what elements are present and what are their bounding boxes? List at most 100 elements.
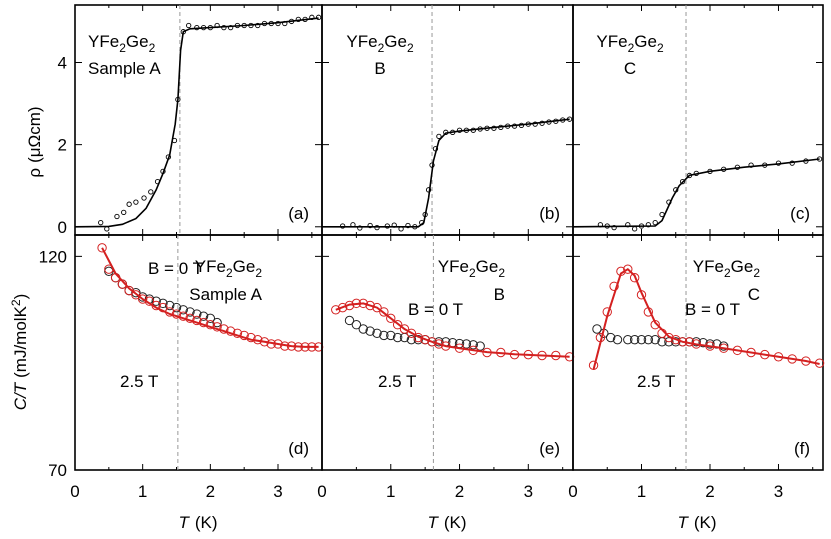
data-point-2p5T xyxy=(636,334,647,345)
panel-frame xyxy=(572,234,824,471)
panel-letter: (e) xyxy=(539,439,560,458)
xlabel-col1: T (K) xyxy=(178,513,217,532)
data-point xyxy=(686,172,693,179)
data-point-0T xyxy=(386,313,396,324)
data-point-0T xyxy=(609,281,619,291)
top-ylabel: ρ (μΩcm) xyxy=(25,106,44,177)
data-point xyxy=(432,146,439,152)
data-point xyxy=(566,116,573,122)
compound-subscript: 2 xyxy=(226,266,233,280)
sample-label: B xyxy=(374,59,385,78)
data-point xyxy=(350,222,356,228)
data-point xyxy=(398,226,404,232)
data-point-2p5T xyxy=(612,334,623,345)
data-point xyxy=(200,24,207,31)
data-point xyxy=(816,156,823,162)
data-point xyxy=(491,125,497,131)
data-point xyxy=(227,24,234,31)
data-point-2p5T xyxy=(605,332,616,343)
data-point xyxy=(645,222,651,228)
data-point-0T xyxy=(434,339,444,349)
data-point xyxy=(775,160,782,166)
data-point xyxy=(282,20,288,27)
compound-subscript: 2 xyxy=(724,266,731,280)
data-point-2p5T xyxy=(413,334,423,345)
data-point xyxy=(148,189,154,195)
data-point xyxy=(611,224,617,231)
data-point xyxy=(443,129,449,135)
field-label-0T: B = 0 T xyxy=(408,300,463,319)
compound-element: YFe xyxy=(88,32,119,51)
data-point-2p5T xyxy=(372,328,382,338)
data-point-2p5T xyxy=(461,339,472,349)
data-point xyxy=(180,29,186,35)
compound-subscript: 2 xyxy=(255,266,262,280)
compound-subscript: 2 xyxy=(378,41,385,55)
panel-letter: (c) xyxy=(790,204,810,223)
x-tick-label: 1 xyxy=(637,482,646,501)
data-point xyxy=(679,178,686,185)
data-point-2p5T xyxy=(165,300,175,311)
field-label-2p5T: 2.5 T xyxy=(637,372,675,391)
xlabel-col3: T (K) xyxy=(677,513,716,532)
data-point-0T xyxy=(399,324,410,334)
compound-element: Ge xyxy=(476,257,499,276)
y-tick-label: 120 xyxy=(39,247,67,266)
data-point xyxy=(221,24,227,31)
compound-element: Ge xyxy=(384,32,407,51)
compound-label: YFe2Ge2 xyxy=(88,32,156,55)
xlabel-col2-italic: T xyxy=(427,513,439,532)
data-point xyxy=(484,125,490,131)
top-ylabel-symbol: ρ xyxy=(25,168,44,178)
compound-subscript: 2 xyxy=(753,266,760,280)
bottom-ylabel: C/T (mJ/molK2) xyxy=(9,294,30,411)
data-point-2p5T xyxy=(151,296,161,306)
data-point xyxy=(659,211,665,218)
data-point-2p5T xyxy=(718,341,729,351)
data-point-2p5T xyxy=(344,315,355,326)
data-point-0T xyxy=(671,334,681,345)
data-point-2p5T xyxy=(623,334,633,345)
top-ylabel-unit: (μΩcm) xyxy=(25,106,44,163)
data-point xyxy=(248,22,254,29)
data-point-2p5T xyxy=(351,320,362,330)
data-point xyxy=(315,14,322,20)
compound-subscript: 2 xyxy=(498,266,505,280)
data-point xyxy=(450,129,456,135)
data-point xyxy=(652,220,658,226)
data-point xyxy=(734,164,741,170)
x-tick-label: 2 xyxy=(455,482,464,501)
data-point-2p5T xyxy=(705,339,715,349)
data-point xyxy=(721,166,727,172)
data-point xyxy=(638,223,645,229)
compound-element: YFe xyxy=(195,257,226,276)
y-tick-label: 4 xyxy=(58,54,67,73)
data-point xyxy=(288,18,295,25)
data-point xyxy=(154,178,161,185)
fit-line-0T xyxy=(592,267,820,370)
data-point xyxy=(309,14,315,20)
data-point xyxy=(631,226,638,232)
data-point xyxy=(241,22,247,29)
data-point-0T xyxy=(331,305,341,315)
data-point xyxy=(275,20,281,27)
data-point xyxy=(175,96,181,103)
data-point xyxy=(429,162,435,168)
compound-label: YFe2Ge2 xyxy=(438,257,506,280)
y-tick-label: 2 xyxy=(58,136,67,155)
data-point-2p5T xyxy=(104,266,114,277)
sample-label: B xyxy=(494,285,505,304)
data-point xyxy=(412,224,418,230)
data-point-2p5T xyxy=(650,334,660,345)
panel-letter: (a) xyxy=(288,204,309,223)
compound-element: YFe xyxy=(438,257,469,276)
x-tick-label: 0 xyxy=(70,482,79,501)
data-point xyxy=(511,123,518,129)
compound-element: Ge xyxy=(233,257,256,276)
data-point-2p5T xyxy=(392,332,403,343)
data-point xyxy=(141,195,147,201)
field-label-2p5T: 2.5 T xyxy=(378,372,416,391)
x-tick-label: 0 xyxy=(317,482,326,501)
